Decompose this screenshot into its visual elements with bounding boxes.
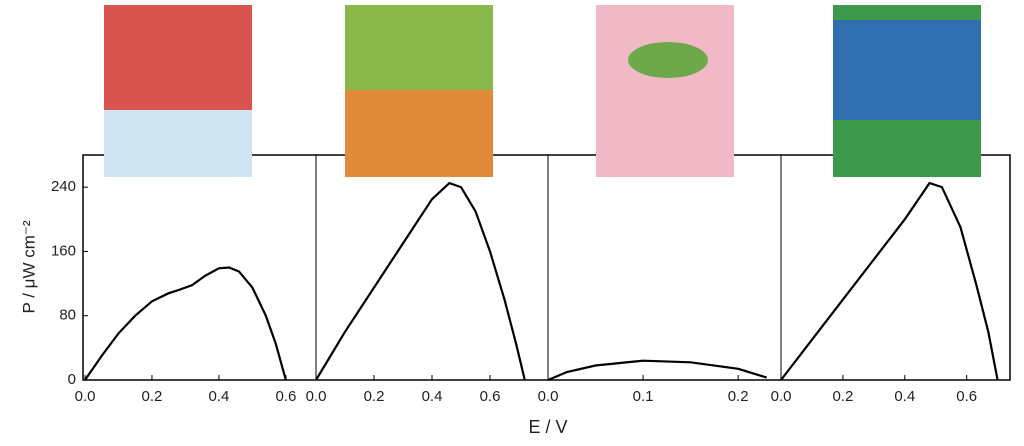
x-tick-label: 0.4 — [422, 388, 443, 405]
x-tick-label: 0.6 — [480, 388, 501, 405]
y-tick-label: 0 — [68, 371, 76, 388]
x-tick-label: 0.4 — [208, 388, 229, 405]
x-tick-label: 0.4 — [894, 388, 915, 405]
y-tick-label: 80 — [59, 307, 76, 324]
photo-ice-tea-bottom — [104, 110, 252, 177]
plot-frame — [82, 154, 1011, 381]
x-tick-label: 0.2 — [364, 388, 385, 405]
x-tick-label: 0.0 — [538, 388, 559, 405]
power-curve — [547, 359, 768, 382]
x-tick-label: 0.6 — [275, 388, 296, 405]
power-curve — [315, 181, 526, 381]
y-tick-label: 160 — [51, 242, 76, 259]
y-axis-label: P / μW cm⁻² — [19, 220, 38, 313]
x-tick-label: 0.6 — [956, 388, 977, 405]
x-tick-label: 0.1 — [633, 388, 654, 405]
x-tick-label: 0.2 — [728, 388, 749, 405]
x-tick-label: 0.2 — [142, 388, 163, 405]
power-curve — [84, 266, 287, 381]
y-tick-label: 240 — [51, 178, 76, 195]
photo-juice-bottom — [345, 90, 493, 177]
x-tick-label: 0.0 — [75, 388, 96, 405]
x-tick-label: 0.0 — [771, 388, 792, 405]
x-tick-label: 0.0 — [306, 388, 327, 405]
photo-peach — [596, 5, 734, 177]
x-tick-label: 0.2 — [832, 388, 853, 405]
power-curve — [780, 181, 999, 381]
x-axis-label: E / V — [528, 417, 567, 437]
photo-soda-label — [833, 20, 981, 120]
photo-peach-leaf — [628, 42, 708, 78]
product-photos — [104, 5, 981, 177]
